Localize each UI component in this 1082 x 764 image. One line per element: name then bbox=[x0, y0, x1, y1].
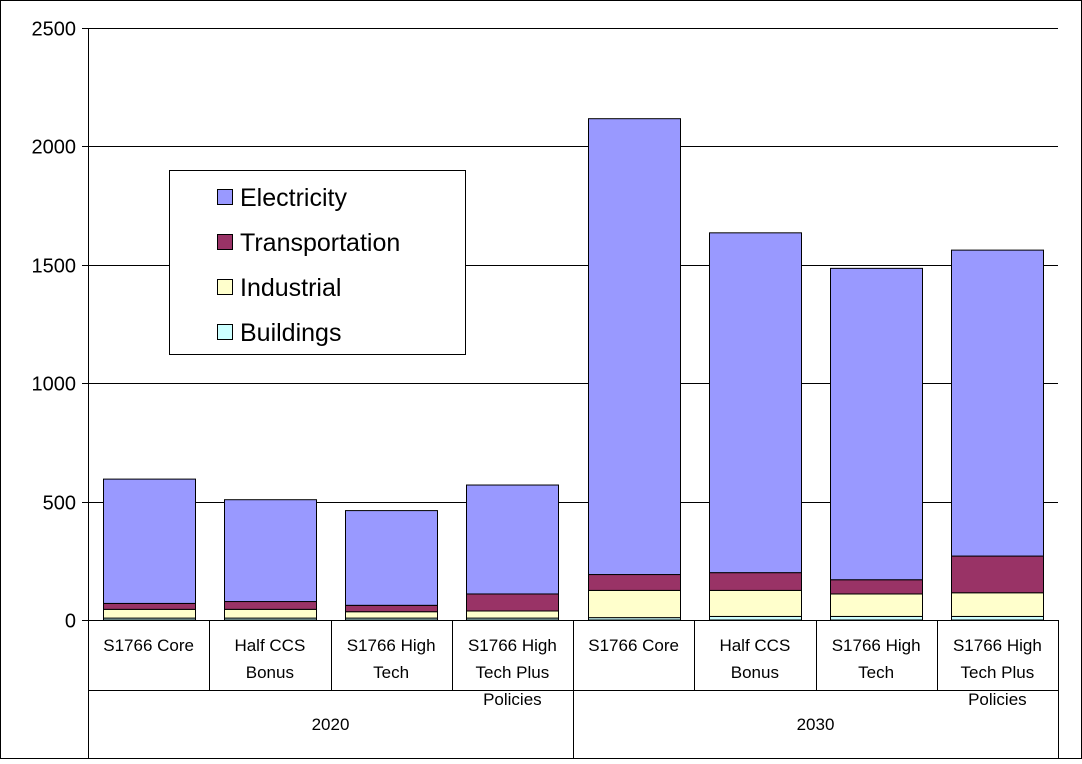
bar-segment-industrial bbox=[588, 589, 681, 619]
legend-swatch-industrial bbox=[217, 279, 233, 295]
bar-segment-electricity bbox=[951, 249, 1044, 557]
bar-segment-transportation bbox=[830, 579, 923, 595]
bar-segment-transportation bbox=[466, 593, 559, 612]
y-tick-label: 2500 bbox=[32, 19, 77, 41]
bar-segment-transportation bbox=[103, 602, 196, 610]
bar-segment-industrial bbox=[103, 608, 196, 619]
y-tick-label: 1000 bbox=[32, 374, 77, 396]
bar-segment-electricity bbox=[103, 478, 196, 604]
legend-swatch-buildings bbox=[217, 324, 233, 340]
x-tick-label: Bonus bbox=[246, 663, 294, 682]
x-tick-label: S1766 High bbox=[832, 636, 921, 655]
x-tick-label: Policies bbox=[968, 690, 1027, 709]
x-tick-label: S1766 High bbox=[953, 636, 1042, 655]
legend-label-transportation: Transportation bbox=[240, 229, 400, 257]
y-tick-label: 0 bbox=[65, 611, 76, 633]
bar-segment-industrial bbox=[709, 589, 802, 617]
category-axis: S1766 Core Half CCS Bonus S1766 High Tech S17… bbox=[88, 620, 1059, 759]
x-tick-label: Half CCS bbox=[719, 636, 790, 655]
legend-swatch-transportation bbox=[217, 234, 233, 250]
bar-segment-electricity bbox=[466, 484, 559, 595]
y-tick-label: 1500 bbox=[32, 256, 77, 278]
bar-segment-buildings bbox=[951, 615, 1044, 621]
group-label: 2030 bbox=[797, 715, 835, 734]
x-tick-label: Tech Plus bbox=[476, 663, 550, 682]
x-tick-label: Tech bbox=[373, 663, 409, 682]
legend-label-buildings: Buildings bbox=[240, 319, 341, 347]
legend-swatch-electricity bbox=[217, 189, 233, 205]
legend: Electricity Transportation Industrial Build… bbox=[169, 170, 466, 355]
x-tick-label: Half CCS bbox=[234, 636, 305, 655]
group-label: 2020 bbox=[312, 715, 350, 734]
bar-segment-electricity bbox=[224, 499, 317, 603]
bars bbox=[103, 118, 1044, 621]
bar-segment-transportation bbox=[951, 555, 1044, 594]
bar-segment-electricity bbox=[345, 510, 438, 606]
x-tick-label: S1766 High bbox=[468, 636, 557, 655]
x-tick-label: Policies bbox=[483, 690, 542, 709]
bar-segment-industrial bbox=[224, 608, 317, 619]
x-tick-label: S1766 Core bbox=[103, 636, 194, 655]
bar-segment-industrial bbox=[466, 610, 559, 619]
x-tick-label: Bonus bbox=[731, 663, 779, 682]
bar-segment-transportation bbox=[224, 601, 317, 610]
bar-segment-transportation bbox=[588, 574, 681, 591]
bar-segment-buildings bbox=[709, 615, 802, 621]
x-tick-label: S1766 High bbox=[347, 636, 436, 655]
bar-segment-electricity bbox=[588, 118, 681, 576]
bar-segment-industrial bbox=[345, 611, 438, 619]
bar-segment-industrial bbox=[951, 592, 1044, 617]
legend-label-industrial: Industrial bbox=[240, 274, 341, 302]
bar-segment-buildings bbox=[830, 615, 923, 621]
x-tick-label: Tech Plus bbox=[961, 663, 1035, 682]
bar-segment-transportation bbox=[709, 572, 802, 591]
y-tick-label: 2000 bbox=[32, 137, 77, 159]
bar-segment-transportation bbox=[345, 604, 438, 613]
y-tick-label: 500 bbox=[43, 493, 76, 515]
x-tick-label: S1766 Core bbox=[588, 636, 679, 655]
bar-segment-industrial bbox=[830, 593, 923, 617]
legend-label-electricity: Electricity bbox=[240, 184, 347, 212]
bar-segment-electricity bbox=[709, 232, 802, 574]
bar-segment-electricity bbox=[830, 267, 923, 581]
x-tick-label: Tech bbox=[858, 663, 894, 682]
